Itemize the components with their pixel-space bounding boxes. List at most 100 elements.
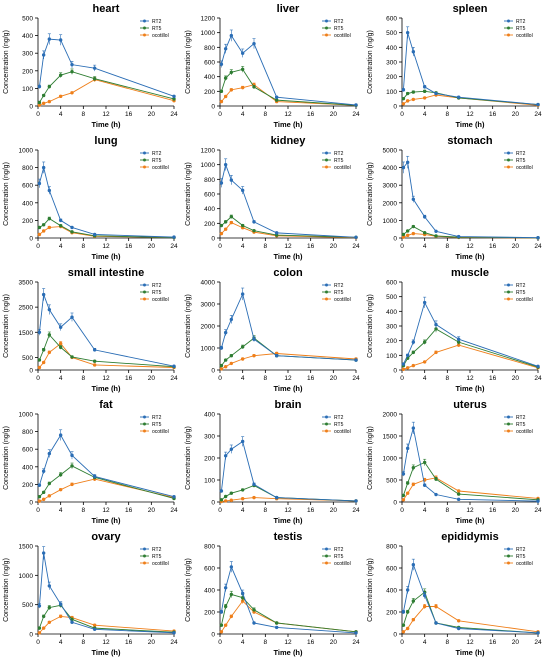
y-tick-label: 500 xyxy=(386,30,397,37)
x-tick-label: 4 xyxy=(59,639,63,646)
y-tick-label: 500 xyxy=(22,602,33,609)
x-axis-label: Time (h) xyxy=(273,252,303,261)
legend-label: RT2 xyxy=(152,547,162,553)
legend-marker xyxy=(507,290,510,294)
legend-marker xyxy=(507,297,510,301)
data-point xyxy=(229,220,234,225)
legend-marker xyxy=(143,297,146,301)
y-tick-label: 5000 xyxy=(383,148,398,155)
y-tick-label: 0 xyxy=(29,104,33,111)
y-tick-label: 400 xyxy=(386,588,397,595)
panel-title: uterus xyxy=(453,399,487,411)
legend-label: ocotillol xyxy=(516,297,533,303)
x-tick-label: 8 xyxy=(446,111,450,118)
data-point xyxy=(252,220,256,224)
data-point xyxy=(274,495,279,500)
data-point xyxy=(252,337,256,341)
data-point xyxy=(456,234,461,239)
y-tick-label: 200 xyxy=(22,218,33,225)
data-point xyxy=(456,619,461,623)
data-point xyxy=(354,631,358,635)
legend-label: ocotillol xyxy=(516,165,533,171)
y-tick-label: 400 xyxy=(22,464,33,471)
legend-label: RT2 xyxy=(152,283,162,289)
legend-marker xyxy=(325,151,328,155)
series-RT2 xyxy=(37,288,176,368)
legend-label: RT5 xyxy=(334,290,344,296)
legend-marker xyxy=(325,422,328,426)
data-point xyxy=(240,188,245,193)
data-point xyxy=(172,94,176,99)
y-tick-label: 4000 xyxy=(201,280,216,287)
x-tick-label: 8 xyxy=(264,111,268,118)
legend-label: RT2 xyxy=(334,19,344,25)
x-tick-label: 24 xyxy=(352,639,360,646)
data-point xyxy=(274,95,279,99)
y-axis-label: Concentration (ng/g) xyxy=(3,162,10,226)
legend-marker xyxy=(143,290,146,294)
x-axis-label: Time (h) xyxy=(273,120,303,129)
y-tick-label: 200 xyxy=(204,221,215,228)
x-tick-label: 0 xyxy=(36,639,40,646)
legend-marker xyxy=(507,554,510,558)
data-point xyxy=(434,477,438,481)
x-tick-label: 20 xyxy=(330,639,338,646)
x-tick-label: 24 xyxy=(534,375,542,382)
series-ocotillol xyxy=(401,342,540,371)
x-tick-label: 16 xyxy=(489,111,497,118)
legend-marker xyxy=(507,158,510,162)
data-point xyxy=(536,364,540,369)
data-point xyxy=(223,454,228,458)
legend-label: ocotillol xyxy=(152,297,169,303)
x-tick-label: 0 xyxy=(36,375,40,382)
legend-marker xyxy=(507,561,510,565)
data-point xyxy=(58,473,63,477)
x-tick-label: 12 xyxy=(284,243,292,250)
data-point xyxy=(274,231,279,235)
data-point xyxy=(401,498,406,502)
panel-title: colon xyxy=(273,267,303,279)
x-tick-label: 16 xyxy=(125,111,133,118)
series-RT2 xyxy=(37,546,176,635)
x-tick-label: 4 xyxy=(241,639,245,646)
data-point xyxy=(223,623,228,627)
x-axis-label: Time (h) xyxy=(273,648,303,657)
legend-marker xyxy=(507,547,510,551)
data-point xyxy=(41,93,46,98)
legend-marker xyxy=(507,33,510,37)
x-tick-label: 12 xyxy=(466,375,474,382)
x-tick-label: 16 xyxy=(125,243,133,250)
data-point xyxy=(229,317,234,322)
data-point xyxy=(37,365,42,370)
data-point xyxy=(58,94,63,99)
legend-label: RT2 xyxy=(334,283,344,289)
x-tick-label: 0 xyxy=(218,507,222,514)
x-tick-label: 24 xyxy=(352,507,360,514)
x-tick-label: 20 xyxy=(330,243,338,250)
series-ocotillol xyxy=(37,614,176,635)
data-point xyxy=(240,439,245,444)
y-tick-label: 1000 xyxy=(201,162,216,169)
x-axis-label: Time (h) xyxy=(455,252,485,261)
legend-label: RT2 xyxy=(152,415,162,421)
legend-marker xyxy=(143,165,146,169)
data-point xyxy=(41,348,46,352)
series-line xyxy=(402,427,539,502)
series-line xyxy=(38,38,175,97)
data-point xyxy=(70,453,74,458)
data-point xyxy=(58,433,63,437)
x-axis-label: Time (h) xyxy=(455,648,485,657)
y-tick-label: 0 xyxy=(211,236,215,243)
x-tick-label: 20 xyxy=(512,243,520,250)
data-point xyxy=(229,354,234,358)
y-tick-label: 500 xyxy=(22,16,33,23)
data-point xyxy=(274,621,279,625)
x-tick-label: 16 xyxy=(489,243,497,250)
data-point xyxy=(411,90,416,94)
data-point xyxy=(405,481,410,485)
data-point xyxy=(405,446,410,451)
legend-label: ocotillol xyxy=(152,429,169,435)
